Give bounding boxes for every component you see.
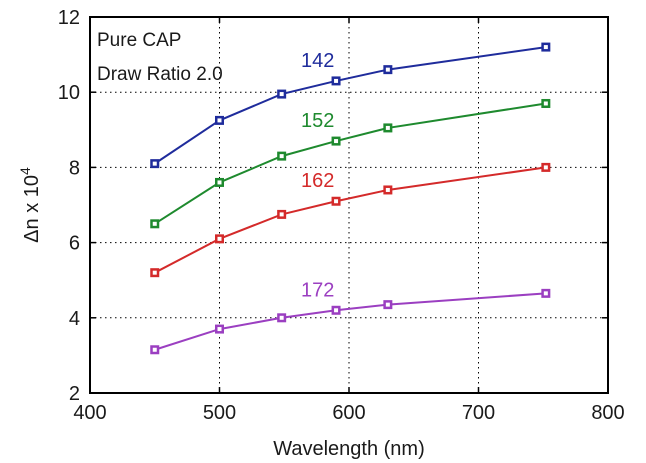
series-layer: 142 152 162 172 — [150, 42, 551, 355]
x-axis-title: Wavelength (nm) — [273, 438, 425, 460]
series-line — [154, 46, 546, 165]
data-point-center — [279, 212, 284, 217]
data-point-center — [217, 118, 222, 123]
y-tick-label: 10 — [58, 82, 80, 104]
series-line — [154, 292, 546, 351]
data-point-center — [385, 187, 390, 192]
y-axis-title-base: Δn x 10 — [21, 175, 43, 243]
y-axis-title-exponent: 4 — [17, 167, 33, 175]
x-tick-label: 500 — [203, 402, 236, 424]
data-point-center — [543, 165, 548, 170]
series-172: 172 — [150, 279, 551, 355]
data-point-center — [543, 291, 548, 296]
series-line — [154, 102, 546, 225]
data-point-center — [152, 221, 157, 226]
data-point-center — [279, 315, 284, 320]
data-point-center — [543, 45, 548, 50]
x-tick-label: 400 — [73, 402, 106, 424]
y-tick-label: 6 — [69, 233, 80, 255]
x-tick-label: 600 — [332, 402, 365, 424]
y-tick-label: 8 — [69, 157, 80, 179]
data-point-center — [334, 199, 339, 204]
y-tick-label: 2 — [69, 383, 80, 405]
y-tick-label: 4 — [69, 308, 80, 330]
annotation-draw-ratio: Draw Ratio 2.0 — [97, 64, 223, 85]
data-point-center — [279, 92, 284, 97]
y-axis-title: Δn x 104 — [17, 167, 43, 243]
data-point-center — [334, 78, 339, 83]
series-label: 152 — [301, 110, 334, 132]
data-point-center — [152, 347, 157, 352]
y-tick-label: 12 — [58, 7, 80, 29]
data-point-center — [152, 161, 157, 166]
series-142: 142 — [150, 42, 551, 169]
annotation-material: Pure CAP — [97, 30, 181, 51]
data-point-center — [385, 125, 390, 130]
series-label: 142 — [301, 50, 334, 72]
data-point-center — [217, 327, 222, 332]
tick-layer: 400 500 600 700 800 2 4 6 8 10 12 — [58, 7, 625, 424]
series-162: 162 — [150, 162, 551, 278]
data-point-center — [279, 154, 284, 159]
data-point-center — [385, 67, 390, 72]
data-point-center — [217, 236, 222, 241]
data-point-center — [217, 180, 222, 185]
data-point-center — [152, 270, 157, 275]
data-point-center — [385, 302, 390, 307]
series-label: 172 — [301, 279, 334, 301]
x-tick-label: 700 — [462, 402, 495, 424]
data-point-center — [543, 101, 548, 106]
data-point-center — [334, 308, 339, 313]
x-tick-label: 800 — [591, 402, 624, 424]
series-line — [154, 166, 546, 274]
grid-layer — [90, 17, 608, 393]
data-point-center — [334, 139, 339, 144]
series-label: 162 — [301, 170, 334, 192]
series-152: 152 — [150, 98, 551, 229]
